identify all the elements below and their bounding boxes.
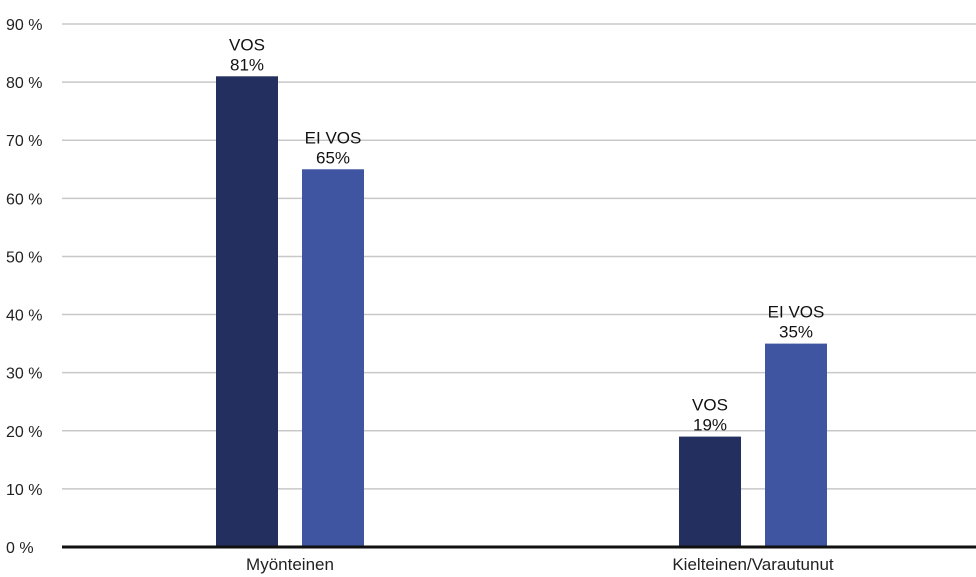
y-tick-label: 70 % <box>6 133 42 150</box>
y-tick-label: 50 % <box>6 249 42 266</box>
bar-ei-vos-1 <box>302 169 364 547</box>
y-tick-label: 10 % <box>6 482 42 499</box>
y-tick-label: 60 % <box>6 191 42 208</box>
bar-series-label: VOS <box>692 396 728 415</box>
x-axis-category-labels: Myönteinen Kielteinen/Varautunut <box>246 555 834 574</box>
bar-series-label: EI VOS <box>768 303 825 322</box>
bar-value-label: 81% <box>230 55 264 74</box>
bar-ei-vos-2 <box>765 343 827 547</box>
bar-value-label: 19% <box>693 416 727 435</box>
y-tick-label: 40 % <box>6 308 42 325</box>
bar-value-label: 35% <box>779 323 813 342</box>
y-tick-label: 80 % <box>6 75 42 92</box>
y-tick-label: 20 % <box>6 424 42 441</box>
y-axis-tick-labels: 0 % 10 % 20 % 30 % 40 % 50 % 60 % 70 % 80 % 90 % <box>6 17 42 557</box>
bar-series-label: VOS <box>229 35 265 54</box>
bar-series-label: EI VOS <box>305 128 362 147</box>
bar-vos-2 <box>679 436 741 547</box>
y-tick-label: 0 % <box>6 540 34 557</box>
y-tick-label: 30 % <box>6 366 42 383</box>
bar-vos-1 <box>216 76 278 548</box>
x-category-label: Kielteinen/Varautunut <box>672 555 834 574</box>
bars <box>216 76 827 548</box>
y-tick-label: 90 % <box>6 17 42 34</box>
gridlines <box>62 23 976 490</box>
x-category-label: Myönteinen <box>246 555 334 574</box>
bar-value-label: 65% <box>316 148 350 167</box>
